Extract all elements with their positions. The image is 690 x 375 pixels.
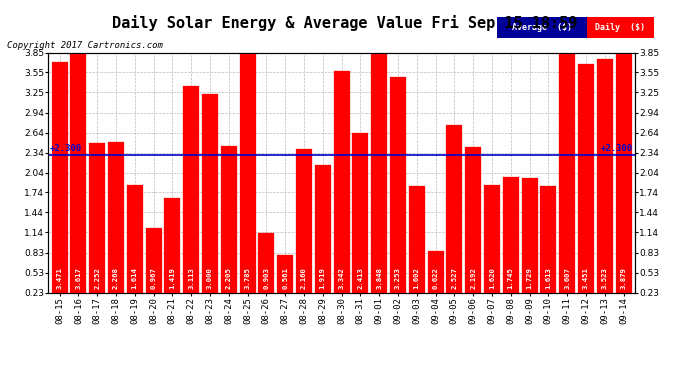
- Text: 1.729: 1.729: [526, 267, 533, 289]
- Bar: [465, 147, 481, 292]
- Text: 1.620: 1.620: [489, 267, 495, 289]
- Text: 0.967: 0.967: [150, 267, 157, 289]
- Text: 2.160: 2.160: [301, 267, 307, 289]
- Text: 1.614: 1.614: [132, 267, 138, 289]
- Text: 1.602: 1.602: [414, 267, 420, 289]
- Text: 3.342: 3.342: [339, 267, 344, 289]
- Bar: [446, 125, 462, 292]
- Text: Copyright 2017 Cartronics.com: Copyright 2017 Cartronics.com: [7, 41, 163, 50]
- Text: 0.561: 0.561: [282, 267, 288, 289]
- Text: 3.848: 3.848: [376, 267, 382, 289]
- Text: 1.613: 1.613: [545, 267, 551, 289]
- Bar: [296, 149, 312, 292]
- Text: 1.419: 1.419: [169, 267, 175, 289]
- Bar: [371, 38, 387, 292]
- Bar: [202, 94, 218, 292]
- Bar: [146, 228, 161, 292]
- Bar: [333, 71, 350, 292]
- Bar: [484, 185, 500, 292]
- Text: 3.607: 3.607: [564, 267, 570, 289]
- Text: 1.745: 1.745: [508, 267, 514, 289]
- Bar: [277, 255, 293, 292]
- Bar: [221, 146, 237, 292]
- Bar: [559, 53, 575, 292]
- Bar: [164, 198, 180, 292]
- Bar: [258, 232, 275, 292]
- Text: 2.413: 2.413: [357, 267, 364, 289]
- Text: 3.523: 3.523: [602, 267, 608, 289]
- Text: 2.527: 2.527: [451, 267, 457, 289]
- Bar: [183, 86, 199, 292]
- Text: 3.617: 3.617: [75, 267, 81, 289]
- Text: 3.113: 3.113: [188, 267, 194, 289]
- Text: 2.252: 2.252: [94, 267, 100, 289]
- Text: 3.879: 3.879: [620, 267, 627, 289]
- Text: 2.268: 2.268: [113, 267, 119, 289]
- Text: Average  ($): Average ($): [512, 22, 571, 32]
- Bar: [597, 59, 613, 292]
- Text: 3.451: 3.451: [583, 267, 589, 289]
- Bar: [540, 186, 556, 292]
- Text: +2.300: +2.300: [601, 144, 633, 153]
- Bar: [615, 35, 631, 292]
- Text: 3.471: 3.471: [57, 267, 63, 289]
- Text: 0.622: 0.622: [433, 267, 439, 289]
- Bar: [408, 186, 425, 292]
- Text: 3.253: 3.253: [395, 267, 401, 289]
- Bar: [89, 143, 105, 292]
- Text: Daily  ($): Daily ($): [595, 22, 645, 32]
- Text: 2.192: 2.192: [470, 267, 476, 289]
- Bar: [70, 53, 86, 292]
- Bar: [239, 42, 255, 292]
- Bar: [353, 132, 368, 292]
- Text: 3.785: 3.785: [244, 267, 250, 289]
- Bar: [390, 77, 406, 292]
- Bar: [428, 251, 444, 292]
- Text: Daily Solar Energy & Average Value Fri Sep 15 18:59: Daily Solar Energy & Average Value Fri S…: [112, 15, 578, 31]
- Bar: [108, 142, 124, 292]
- Bar: [52, 62, 68, 292]
- Text: 2.205: 2.205: [226, 267, 232, 289]
- Text: 3.000: 3.000: [207, 267, 213, 289]
- Bar: [522, 178, 538, 292]
- Bar: [503, 177, 519, 292]
- Text: 0.903: 0.903: [264, 267, 269, 289]
- Text: +2.300: +2.300: [50, 144, 82, 153]
- Bar: [578, 64, 594, 292]
- Bar: [315, 165, 331, 292]
- Text: 1.919: 1.919: [319, 267, 326, 289]
- Bar: [127, 186, 143, 292]
